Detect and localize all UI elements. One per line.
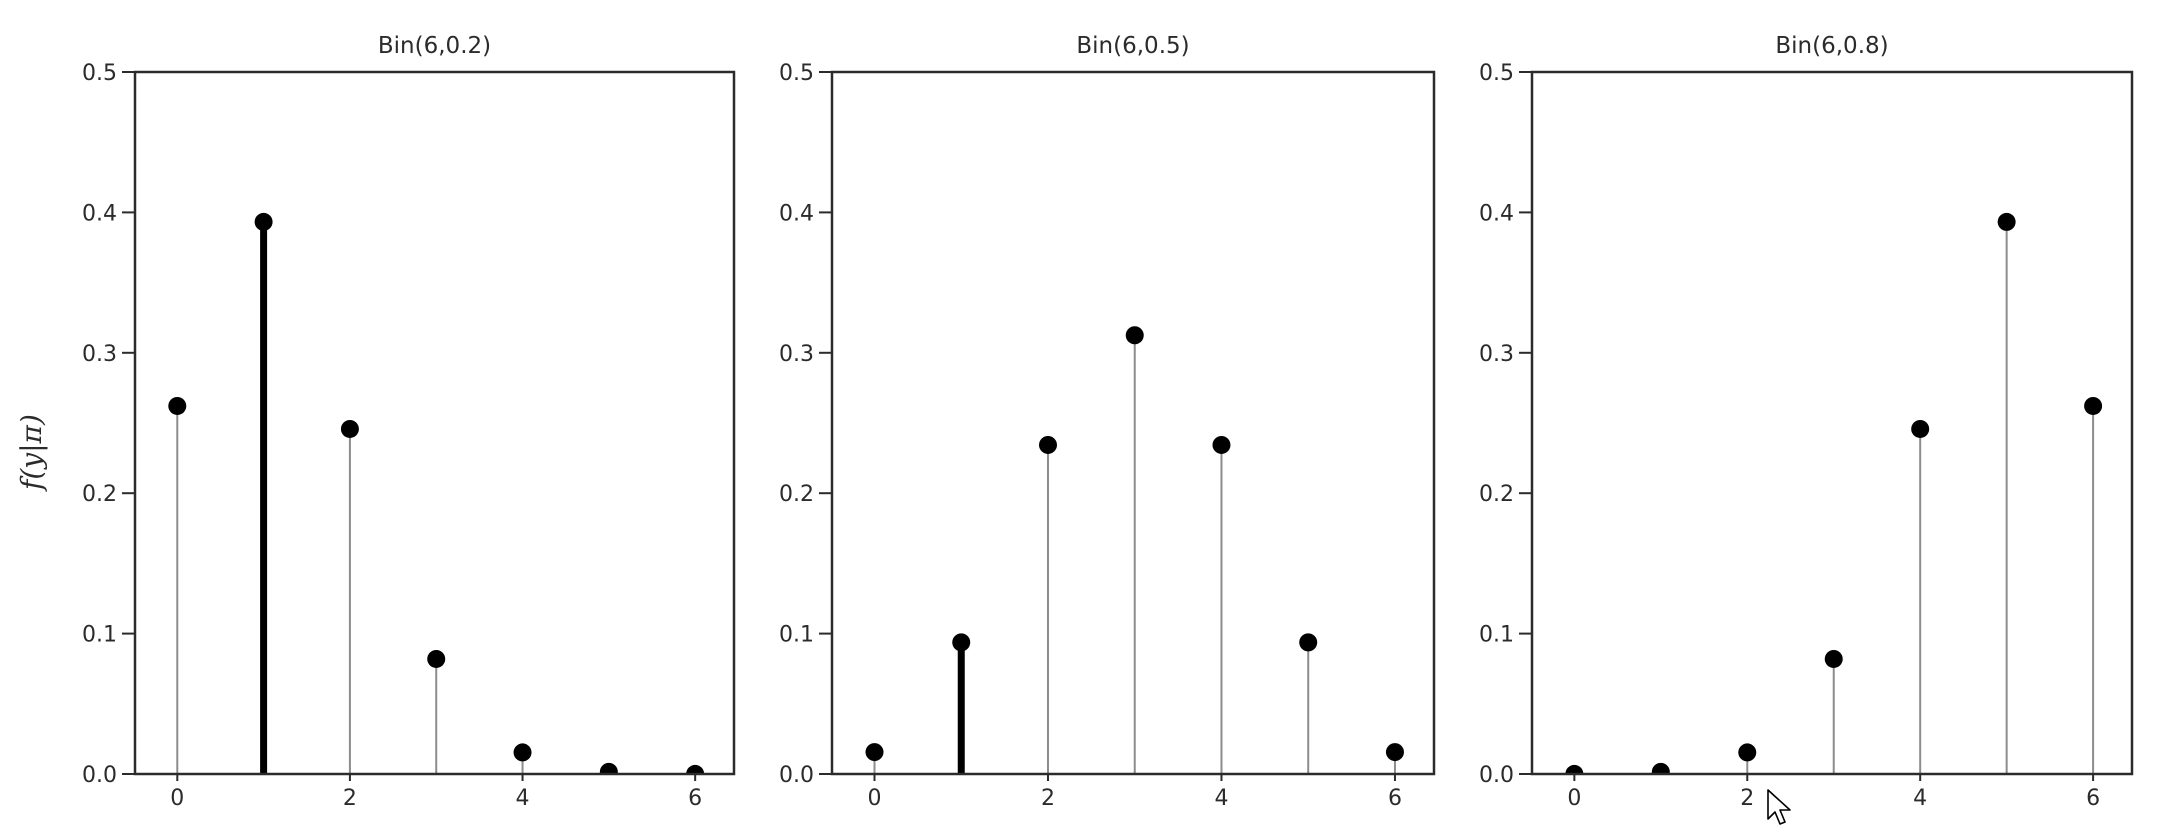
x-tick-label: 6: [1388, 786, 1402, 811]
y-tick-label: 0.4: [82, 201, 117, 226]
y-tick-label: 0.0: [1479, 763, 1514, 788]
data-point-marker: [1299, 633, 1318, 652]
subplot-bin-6-0.2: Bin(6,0.2) 0.0 0.1 0.2 0.3 0.4 0.5 0 2 4 6: [82, 33, 736, 811]
data-point-marker: [1997, 212, 2016, 231]
y-tick-label: 0.2: [1479, 482, 1514, 507]
subplot-title: Bin(6,0.8): [1775, 33, 1888, 59]
data-point-marker: [1038, 435, 1057, 454]
x-tick-label: 4: [1913, 786, 1927, 811]
x-tick-label: 0: [1567, 786, 1581, 811]
data-point-marker: [2084, 396, 2103, 415]
x-tick-label: 2: [343, 786, 357, 811]
y-tick-label: 0.3: [82, 342, 117, 367]
data-point-marker: [599, 762, 618, 774]
y-tick-label: 0.0: [82, 763, 117, 788]
data-point-marker: [1738, 743, 1757, 762]
data-series: [865, 326, 1404, 774]
y-tick-label: 0.1: [82, 623, 117, 648]
y-axis-label: f(y|π): [15, 414, 48, 490]
subplot-bin-6-0.8: Bin(6,0.8) 0.0 0.1 0.2 0.3 0.4 0.5 0 2 4 6: [1479, 33, 2134, 811]
x-tick-label: 0: [170, 786, 184, 811]
x-tick-label: 4: [1214, 786, 1228, 811]
x-tick-label: 4: [516, 786, 530, 811]
axes-frame: [133, 70, 736, 776]
x-tick-label: 6: [2086, 786, 2100, 811]
data-point-marker: [340, 419, 359, 438]
y-tick-label: 0.2: [779, 482, 814, 507]
y-tick-label: 0.3: [1479, 342, 1514, 367]
y-tick-label: 0.0: [779, 763, 814, 788]
data-point-marker: [1651, 762, 1670, 774]
y-tick-label: 0.2: [82, 482, 117, 507]
data-point-marker: [1824, 649, 1843, 668]
subplot-title: Bin(6,0.2): [378, 33, 491, 59]
y-tick-label: 0.4: [1479, 201, 1514, 226]
y-tick-label: 0.4: [779, 201, 814, 226]
data-point-marker: [168, 396, 187, 415]
x-tick-label: 2: [1041, 786, 1055, 811]
axes-frame: [830, 70, 1436, 776]
subplot-bin-6-0.5: Bin(6,0.5) 0.0 0.1 0.2 0.3 0.4 0.5 0 2 4 6: [779, 33, 1436, 811]
data-point-marker: [1385, 743, 1404, 762]
data-point-marker: [254, 212, 273, 231]
y-tick-label: 0.3: [779, 342, 814, 367]
axes-frame: [1530, 70, 2134, 776]
y-tick-label: 0.5: [82, 61, 117, 86]
data-point-marker: [427, 649, 446, 668]
data-point-marker: [952, 633, 971, 652]
x-tick-label: 0: [868, 786, 882, 811]
data-point-marker: [865, 743, 884, 762]
data-series: [168, 212, 705, 774]
x-tick-label: 6: [688, 786, 702, 811]
data-point-marker: [1565, 764, 1584, 774]
x-tick-label: 2: [1740, 786, 1754, 811]
data-point-marker: [1125, 326, 1144, 345]
data-point-marker: [513, 743, 532, 762]
data-point-marker: [1911, 419, 1930, 438]
subplot-title: Bin(6,0.5): [1076, 33, 1189, 59]
data-point-marker: [686, 764, 705, 774]
y-tick-label: 0.5: [1479, 61, 1514, 86]
y-tick-label: 0.5: [779, 61, 814, 86]
y-tick-label: 0.1: [779, 623, 814, 648]
y-tick-label: 0.1: [1479, 623, 1514, 648]
data-point-marker: [1212, 435, 1231, 454]
data-series: [1565, 212, 2103, 774]
mouse-cursor-icon: [1767, 789, 1791, 825]
